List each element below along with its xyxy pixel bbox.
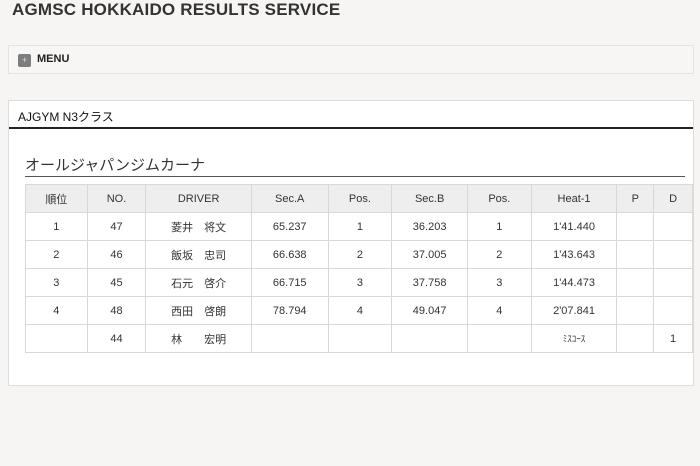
table-cell: 2 (25, 240, 88, 269)
table-cell: 3 (25, 268, 88, 297)
table-cell: 4 (25, 296, 88, 325)
table-cell (250, 324, 329, 353)
menu-toggle[interactable]: + MENU (8, 45, 694, 74)
table-cell: 37.005 (391, 240, 468, 269)
table-cell (616, 324, 655, 353)
table-cell: 66.715 (250, 268, 329, 297)
table-cell: 4 (466, 296, 532, 325)
table-cell (616, 240, 655, 269)
table-cell: 菱井 将文 (145, 212, 252, 241)
table-cell: 46 (86, 240, 147, 269)
column-header: Pos. (466, 184, 532, 213)
table-cell: 2 (327, 240, 393, 269)
table-cell: ﾐｽｺｰｽ (530, 324, 618, 353)
table-cell: 1'44.473 (530, 268, 618, 297)
divider (9, 127, 693, 129)
table-cell (653, 268, 693, 297)
table-cell: 37.758 (391, 268, 468, 297)
class-title: AJGYM N3クラス (18, 110, 114, 124)
column-header: NO. (86, 184, 147, 213)
table-cell (391, 324, 468, 353)
table-cell: 1 (466, 212, 532, 241)
column-header: Sec.B (391, 184, 468, 213)
table-cell (616, 268, 655, 297)
table-cell (616, 212, 655, 241)
table-cell (25, 324, 88, 353)
table-cell: 西田 啓朗 (145, 296, 252, 325)
site-title: AGMSC HOKKAIDO RESULTS SERVICE (12, 0, 341, 19)
table-row: 1 47 菱井 将文 65.237 1 36.203 1 1'41.440 (25, 212, 693, 241)
table-cell: 1 (25, 212, 88, 241)
table-row: 4 48 西田 啓朗 78.794 4 49.047 4 2'07.841 (25, 296, 693, 325)
table-cell: 1'41.440 (530, 212, 618, 241)
table-cell: 1 (327, 212, 393, 241)
table-cell: 2 (466, 240, 532, 269)
column-header: Heat-1 (530, 184, 618, 213)
column-header: Pos. (327, 184, 393, 213)
table-cell: 2'07.841 (530, 296, 618, 325)
table-row: 2 46 飯坂 忠司 66.638 2 37.005 2 1'43.643 (25, 240, 693, 269)
table-cell: 48 (86, 296, 147, 325)
table-cell: 66.638 (250, 240, 329, 269)
column-header: 順位 (25, 184, 88, 213)
column-header: D (653, 184, 693, 213)
table-cell: 1'43.643 (530, 240, 618, 269)
table-cell: 飯坂 忠司 (145, 240, 252, 269)
table-cell: 65.237 (250, 212, 329, 241)
table-cell: 石元 啓介 (145, 268, 252, 297)
table-cell: 1 (653, 324, 693, 353)
column-header: DRIVER (145, 184, 252, 213)
plus-icon: + (18, 54, 31, 67)
divider (25, 176, 685, 177)
column-header: Sec.A (250, 184, 329, 213)
table-cell (327, 324, 393, 353)
results-panel: AJGYM N3クラス オールジャパンジムカーナ 順位 NO. DRIVER Sec.… (8, 100, 694, 386)
table-cell (653, 240, 693, 269)
table-cell (616, 296, 655, 325)
table-cell: 林 宏明 (145, 324, 252, 353)
menu-label: MENU (37, 53, 70, 65)
table-cell: 49.047 (391, 296, 468, 325)
table-cell: 47 (86, 212, 147, 241)
table-cell: 36.203 (391, 212, 468, 241)
table-cell: 78.794 (250, 296, 329, 325)
table-cell (653, 212, 693, 241)
table-row: 44 林 宏明 ﾐｽｺｰｽ 1 (25, 324, 693, 353)
event-title: オールジャパンジムカーナ (25, 157, 206, 174)
table-cell (466, 324, 532, 353)
table-cell (653, 296, 693, 325)
table-row: 3 45 石元 啓介 66.715 3 37.758 3 1'44.473 (25, 268, 693, 297)
table-cell: 3 (466, 268, 532, 297)
table-cell: 45 (86, 268, 147, 297)
column-header: P (616, 184, 655, 213)
table-cell: 44 (86, 324, 147, 353)
table-cell: 4 (327, 296, 393, 325)
table-cell: 3 (327, 268, 393, 297)
